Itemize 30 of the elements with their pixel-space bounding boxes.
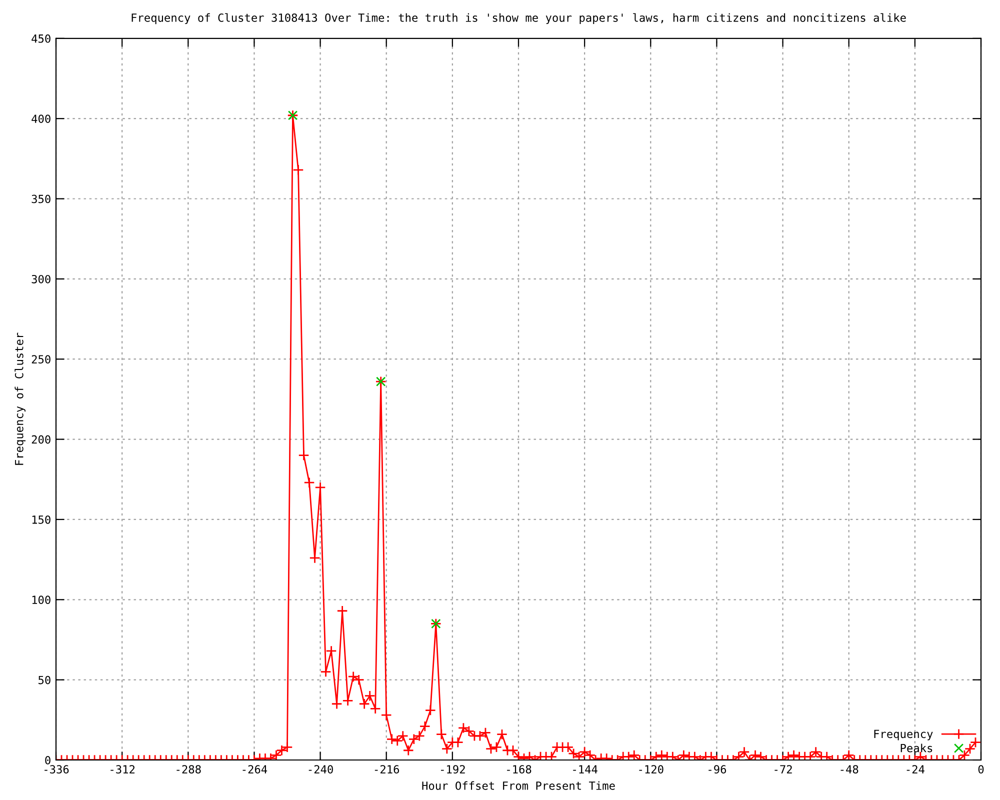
y-axis-title: Frequency of Cluster bbox=[14, 332, 26, 465]
x-tick-label: -24 bbox=[906, 765, 924, 774]
x-axis-title: Hour Offset From Present Time bbox=[422, 781, 615, 790]
x-tick-label: -192 bbox=[440, 765, 465, 774]
y-tick-label: 0 bbox=[45, 756, 50, 764]
legend-label: Peaks bbox=[900, 744, 932, 752]
y-tick-label: 350 bbox=[32, 194, 50, 204]
x-tick-label: -216 bbox=[374, 765, 400, 774]
x-tick-label: -240 bbox=[308, 765, 333, 774]
x-tick-label: -120 bbox=[639, 765, 664, 774]
x-tick-label: -96 bbox=[708, 765, 726, 774]
y-tick-label: 450 bbox=[32, 34, 50, 43]
y-tick-label: 200 bbox=[32, 435, 50, 444]
x-tick-label: -168 bbox=[507, 765, 532, 774]
x-tick-label: -264 bbox=[242, 765, 268, 774]
chart-title: Frequency of Cluster 3108413 Over Time: the truth is 'show me your papers' laws, harm citizens and noncitizens alike bbox=[132, 13, 906, 24]
x-tick-label: -312 bbox=[110, 765, 135, 774]
y-tick-label: 100 bbox=[32, 596, 50, 604]
x-tick-label: -288 bbox=[176, 765, 201, 774]
x-tick-label: -144 bbox=[573, 765, 598, 774]
y-tick-label: 50 bbox=[38, 676, 50, 684]
y-tick-label: 400 bbox=[32, 114, 50, 123]
x-tick-label: 0 bbox=[978, 765, 984, 774]
x-tick-label: -336 bbox=[44, 765, 69, 774]
y-tick-label: 300 bbox=[32, 274, 50, 284]
legend-label: Frequency bbox=[874, 730, 933, 740]
y-tick-label: 250 bbox=[32, 355, 50, 364]
x-tick-label: -72 bbox=[774, 765, 792, 774]
y-tick-label: 150 bbox=[32, 515, 50, 524]
x-tick-label: -48 bbox=[840, 765, 858, 774]
